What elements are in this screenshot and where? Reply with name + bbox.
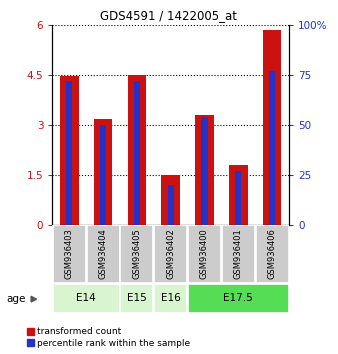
Bar — [222, 225, 255, 282]
Text: GSM936402: GSM936402 — [166, 229, 175, 279]
Text: GSM936404: GSM936404 — [99, 229, 107, 279]
Bar — [188, 284, 289, 313]
Bar — [120, 225, 153, 282]
Polygon shape — [31, 296, 37, 302]
Bar — [201, 117, 208, 225]
Text: GSM936401: GSM936401 — [234, 229, 243, 279]
Bar — [134, 81, 140, 225]
Bar — [256, 225, 289, 282]
Bar — [66, 81, 72, 225]
Text: GSM936405: GSM936405 — [132, 229, 141, 279]
Bar — [100, 125, 106, 225]
Bar — [120, 284, 153, 313]
Bar — [168, 185, 174, 225]
Bar — [263, 30, 281, 225]
Text: GSM936400: GSM936400 — [200, 229, 209, 279]
Bar — [154, 225, 187, 282]
Bar — [87, 225, 120, 282]
Bar — [128, 75, 146, 225]
Bar — [60, 76, 78, 225]
Bar — [154, 284, 187, 313]
Legend: transformed count, percentile rank within the sample: transformed count, percentile rank withi… — [25, 326, 192, 349]
Text: E15: E15 — [127, 293, 147, 303]
Bar — [235, 171, 241, 225]
Text: GSM936406: GSM936406 — [268, 229, 276, 279]
Text: E17.5: E17.5 — [223, 293, 253, 303]
Bar — [162, 175, 180, 225]
Bar — [229, 165, 247, 225]
Bar — [269, 71, 275, 225]
Bar — [53, 284, 120, 313]
Text: E16: E16 — [161, 293, 180, 303]
Bar — [53, 225, 86, 282]
Text: GDS4591 / 1422005_at: GDS4591 / 1422005_at — [100, 9, 238, 22]
Bar — [94, 119, 113, 225]
Bar — [195, 115, 214, 225]
Text: GSM936403: GSM936403 — [65, 229, 74, 279]
Text: age: age — [7, 294, 26, 304]
Bar — [188, 225, 221, 282]
Text: E14: E14 — [76, 293, 96, 303]
